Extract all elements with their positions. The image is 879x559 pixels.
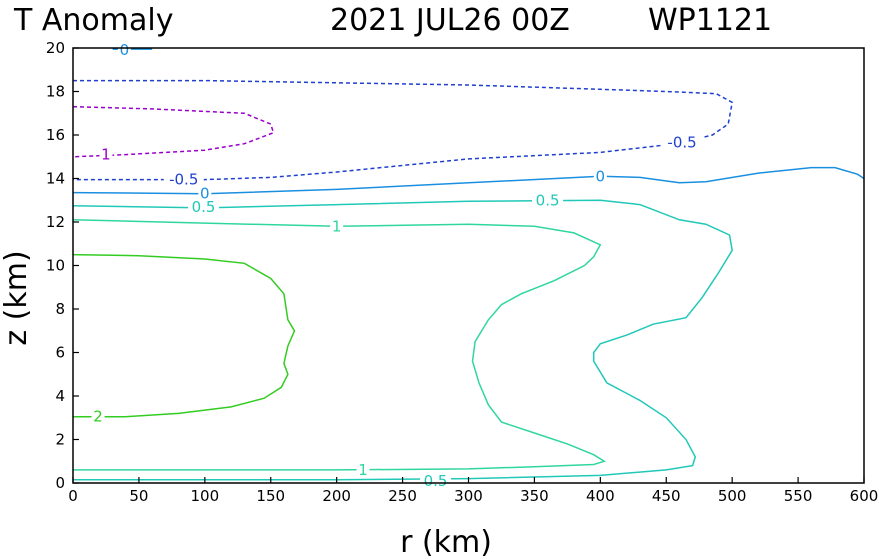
contour-label-background <box>163 171 204 188</box>
contour-label: -0.5 <box>667 134 696 152</box>
contour-label-background <box>198 185 212 202</box>
y-tick-label: 14 <box>46 170 65 188</box>
chart-title-left: T Anomaly <box>13 3 173 38</box>
y-tick-label: 20 <box>46 39 65 57</box>
y-tick-label: 12 <box>46 213 65 231</box>
y-tick-label: 2 <box>55 431 65 449</box>
x-tick-label: 250 <box>388 487 417 505</box>
x-tick-label: 550 <box>784 487 813 505</box>
x-tick-label: 200 <box>322 487 351 505</box>
chart-title-right: WP1121 <box>648 3 772 38</box>
contour-label: 0.5 <box>192 198 216 216</box>
x-tick-label: 350 <box>520 487 549 505</box>
contour-line <box>72 166 865 195</box>
y-tick-label: 4 <box>55 387 65 405</box>
contour-label: 0 <box>200 185 210 203</box>
x-tick-label: 50 <box>129 487 148 505</box>
x-tick-label: 600 <box>850 487 879 505</box>
contour-label-background <box>662 134 703 151</box>
contour-label: 0 <box>596 167 606 185</box>
y-tick-label: 16 <box>46 126 65 144</box>
chart-title-center: 2021 JUL26 00Z <box>330 3 570 38</box>
contour-label: 0 <box>120 41 130 59</box>
y-tick-label: 0 <box>55 474 65 492</box>
plot-frame <box>72 47 865 484</box>
y-axis-label: z (km) <box>0 250 34 345</box>
contour-label: 1 <box>358 461 368 479</box>
x-tick-label: 300 <box>454 487 483 505</box>
contour-label-background <box>532 192 564 209</box>
x-tick-label: 0 <box>68 487 78 505</box>
contour-line <box>73 79 734 181</box>
x-tick-label: 100 <box>191 487 220 505</box>
contour-label: 2 <box>93 408 103 426</box>
contour-label-background <box>188 198 220 215</box>
contour-label-background <box>91 408 105 425</box>
y-tick-label: 6 <box>55 344 65 362</box>
contour-label: 1 <box>332 217 342 235</box>
x-tick-label: 150 <box>256 487 285 505</box>
contour-label-background <box>330 218 344 235</box>
contour-line <box>72 199 733 481</box>
contour-label: 0.5 <box>536 191 560 209</box>
contour-label-background <box>99 146 113 163</box>
x-tick-label: 450 <box>652 487 681 505</box>
contour-label-background <box>117 42 131 59</box>
x-axis: 0 50 100 150 200 250 300 350 400 450 500 550 600 <box>68 477 878 505</box>
x-tick-label: 400 <box>586 487 615 505</box>
y-axis: 0 2 4 6 8 10 12 14 16 18 20 <box>46 39 79 492</box>
contour-line <box>72 219 607 471</box>
contour-label: 0.5 <box>424 472 448 490</box>
x-axis-label: r (km) <box>400 525 492 559</box>
contour-label: -0.5 <box>169 171 198 189</box>
y-tick-label: 10 <box>46 257 65 275</box>
contour-label-background <box>420 472 452 489</box>
x-tick-label: 500 <box>718 487 747 505</box>
contour-label-background <box>356 461 370 478</box>
contour-line <box>72 253 296 418</box>
y-tick-label: 18 <box>46 83 65 101</box>
contour-label: 1 <box>101 146 111 164</box>
y-tick-label: 8 <box>55 300 65 318</box>
contour-label-background <box>593 168 607 185</box>
